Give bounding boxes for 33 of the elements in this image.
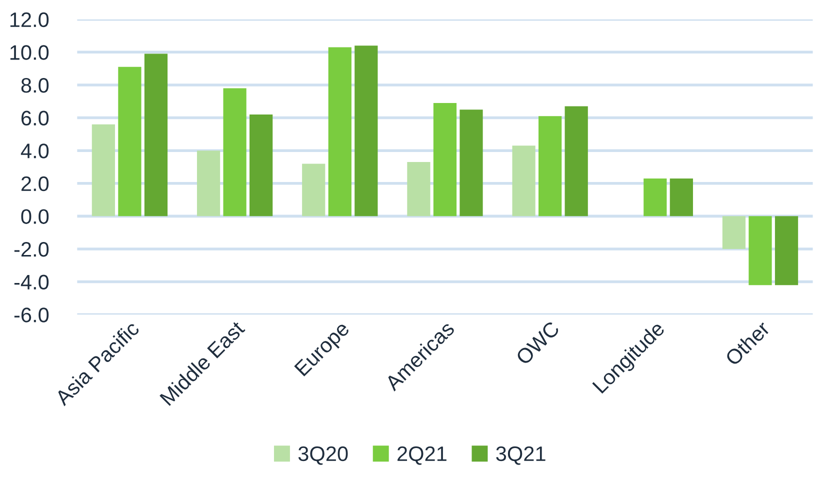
y-tick-label: 0.0 bbox=[21, 209, 49, 224]
y-tick-label: 10.0 bbox=[10, 45, 49, 60]
y-tick-label: 12.0 bbox=[10, 12, 49, 28]
y-tick-label: 6.0 bbox=[21, 110, 49, 126]
bar bbox=[196, 150, 220, 216]
bar bbox=[564, 106, 588, 216]
bar bbox=[433, 103, 457, 216]
bar bbox=[250, 114, 273, 216]
bar bbox=[722, 216, 746, 249]
bar bbox=[512, 146, 536, 216]
y-tick-label: 8.0 bbox=[21, 78, 49, 93]
bar bbox=[407, 162, 430, 216]
bar bbox=[144, 54, 168, 216]
y-tick-label: 2.0 bbox=[21, 176, 49, 192]
bar bbox=[460, 110, 483, 216]
bar bbox=[92, 124, 116, 216]
bar bbox=[538, 116, 562, 216]
y-tick-label: -2.0 bbox=[14, 242, 49, 257]
legend-label: 3Q20 bbox=[298, 446, 348, 465]
bar bbox=[748, 216, 772, 286]
y-tick-label: -6.0 bbox=[14, 308, 49, 322]
bar bbox=[302, 164, 326, 216]
legend-label: 2Q21 bbox=[398, 446, 446, 465]
bar bbox=[354, 46, 378, 216]
bar bbox=[670, 178, 693, 216]
bar bbox=[118, 66, 142, 216]
bar bbox=[328, 47, 352, 216]
y-tick-label: -4.0 bbox=[14, 274, 49, 290]
legend-label: 3Q21 bbox=[496, 446, 546, 465]
bar bbox=[223, 88, 246, 216]
y-tick-label: 4.0 bbox=[20, 144, 49, 158]
bar bbox=[774, 216, 798, 286]
bar bbox=[644, 178, 667, 216]
